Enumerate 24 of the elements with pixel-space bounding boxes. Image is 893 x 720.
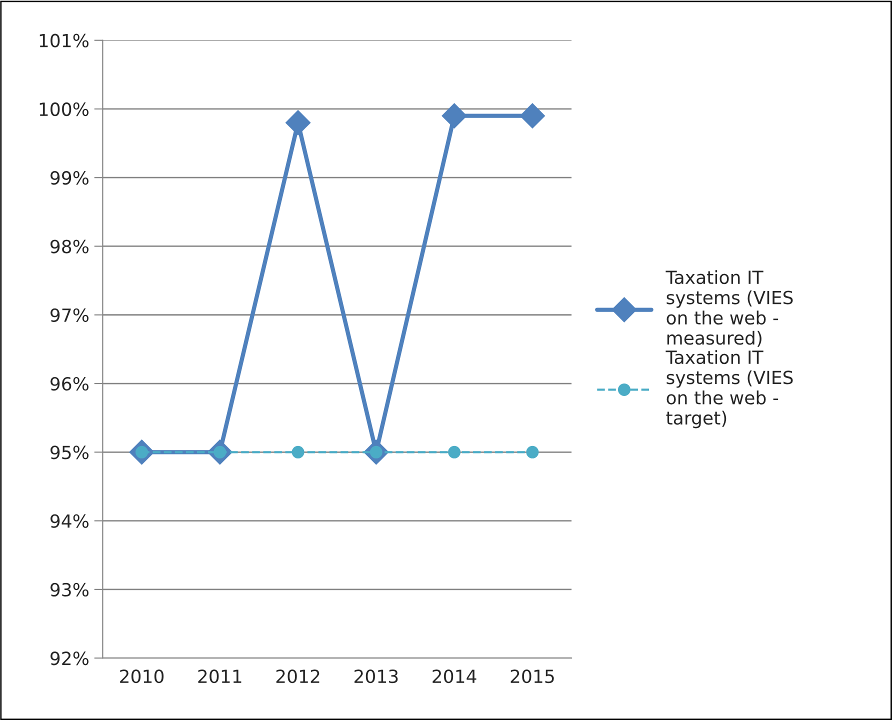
- y-tick-label: 93%: [50, 582, 89, 597]
- x-tick-label: 2011: [198, 670, 242, 684]
- legend-label: Taxation IT systems (VIES on the web - target): [666, 350, 793, 428]
- point: [526, 446, 539, 458]
- point: [286, 110, 311, 136]
- point: [448, 446, 461, 458]
- y-tick-label: 100%: [40, 102, 89, 116]
- y-tick-label: 95%: [50, 446, 89, 460]
- x-tick-label: 2015: [510, 670, 554, 684]
- point: [442, 103, 467, 128]
- x-tick-label: 2012: [276, 670, 320, 684]
- y-tick-label: 94%: [50, 514, 89, 528]
- y-tick-label: 96%: [50, 376, 89, 391]
- x-tick-label: 2013: [354, 670, 398, 684]
- legend-label: Taxation IT systems (VIES on the web - measured): [666, 270, 793, 347]
- y-tick-label: 101%: [40, 34, 89, 48]
- point: [292, 446, 304, 458]
- y-tick-label: 92%: [50, 652, 89, 666]
- y-tick-label: 97%: [50, 308, 89, 322]
- x-tick-label: 2014: [432, 670, 476, 684]
- point: [520, 103, 545, 128]
- y-tick-label: 99%: [50, 171, 89, 185]
- y-tick-label: 98%: [50, 240, 89, 254]
- x-tick-label: 2010: [120, 670, 164, 684]
